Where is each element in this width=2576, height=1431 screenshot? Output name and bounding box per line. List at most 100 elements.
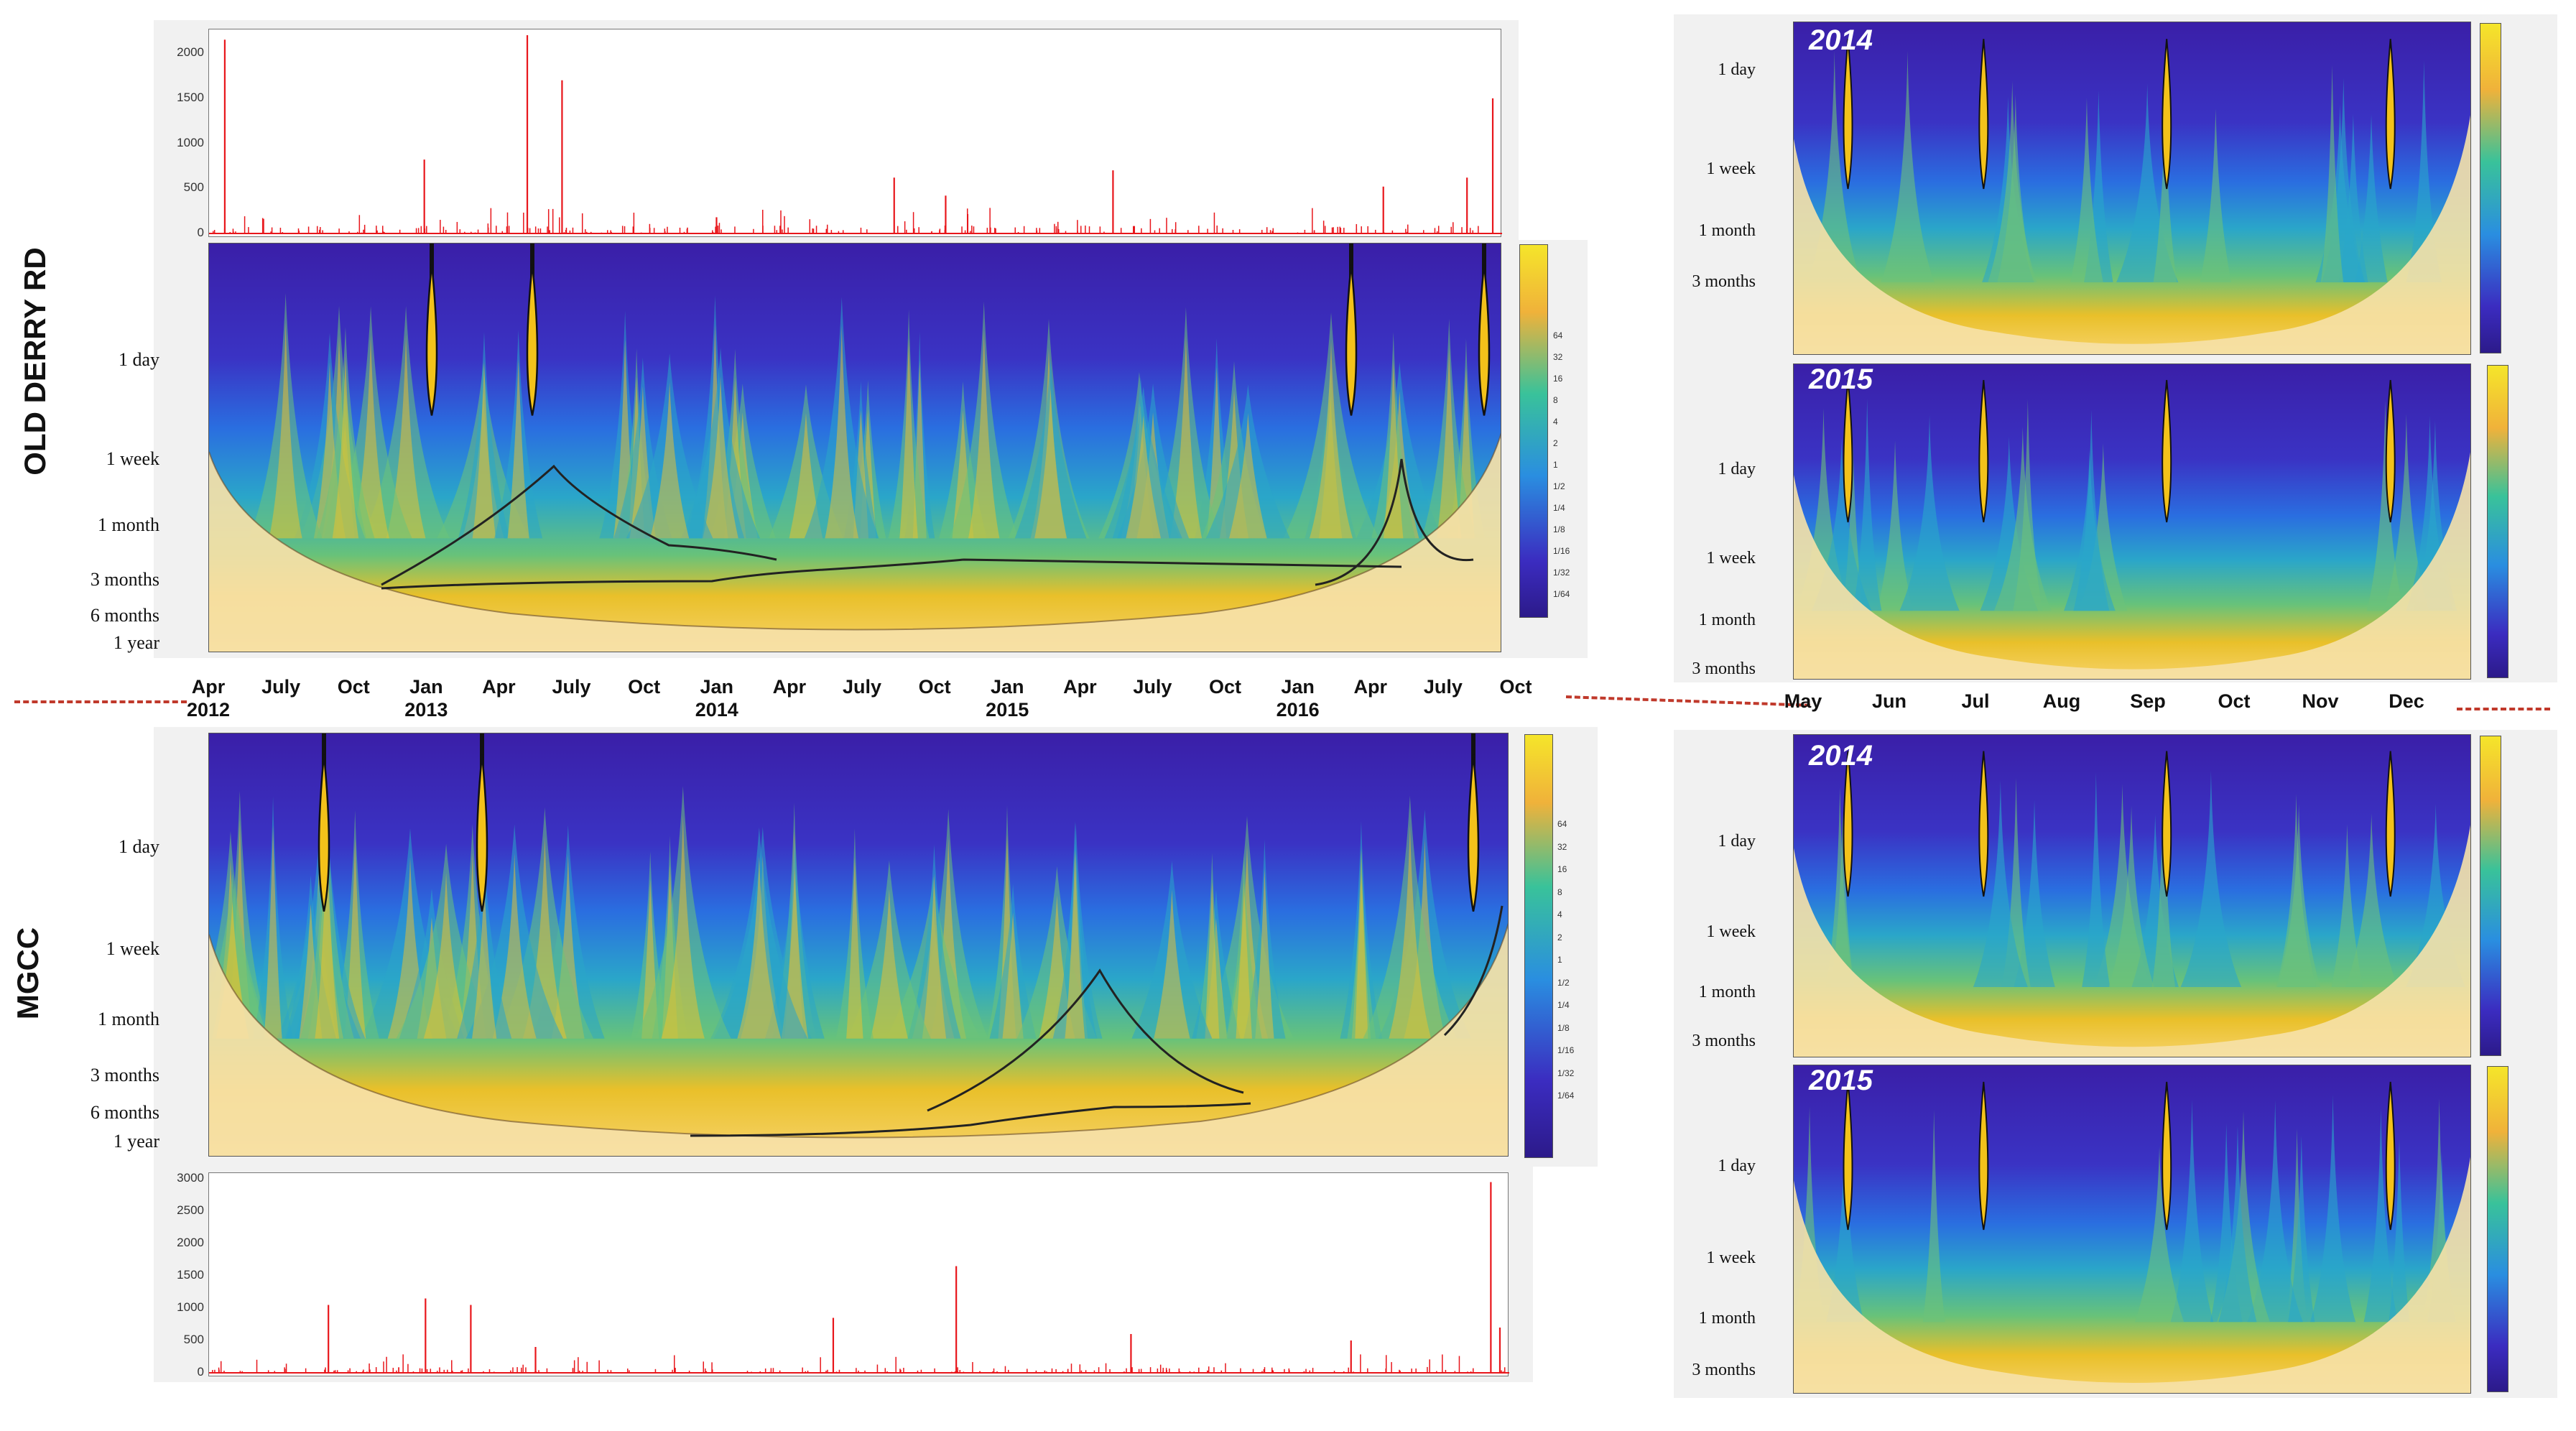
side-bottom-2015-colorbar	[2487, 1066, 2508, 1392]
side-wavelet-plume	[2366, 400, 2404, 611]
main-x-tick-year: 2016	[1276, 699, 1320, 721]
side-significance-contour	[1978, 1081, 1989, 1231]
series-y-tick: 500	[183, 1333, 204, 1346]
main-x-tick: Jan 2013	[397, 675, 455, 721]
main-x-tick-year: 2014	[695, 699, 738, 721]
side-wavelet-plume	[1973, 780, 2028, 987]
bottom-colorbar-ticks: 64 32 16 8 4 2 1 1/2 1/4 1/8 1/16 1/32 1/64	[1557, 819, 1590, 1121]
side-top-2014-ylabels: 1 day 1 week 1 month 3 months	[1631, 22, 1760, 355]
main-x-tick: Oct	[906, 675, 963, 698]
colorbar-tick: 1/16	[1553, 546, 1570, 556]
colorbar-tick: 64	[1557, 819, 1567, 829]
main-x-tick-month: Jan	[1281, 676, 1315, 698]
top-wavelet-ylabels: 1 day 1 week 1 month 3 months 6 months 1 year	[57, 243, 165, 653]
wavelet-power-core	[269, 322, 302, 539]
series-y-tick: 500	[183, 180, 204, 195]
main-x-tick: Oct	[1197, 675, 1254, 698]
side-bottom-2015-svg	[1794, 1065, 2470, 1393]
series-y-tick: 1500	[177, 1268, 204, 1282]
significance-contour	[1478, 264, 1491, 416]
wavelet-power-core	[507, 358, 529, 539]
main-x-axis: Apr 2012 July Oct Jan 2013 Apr July Oct Jan 2014 Ap…	[187, 675, 1532, 733]
period-label: 1 month	[98, 514, 159, 535]
side-wavelet-plume	[2288, 1135, 2315, 1323]
colorbar-tick: 1/8	[1553, 524, 1565, 534]
side-x-axis: May Jun Jul Aug Sep Oct Nov Dec	[1784, 690, 2442, 718]
side-wavelet-plume	[2363, 1108, 2399, 1323]
top-wavelet-svg	[209, 244, 1501, 652]
side-wavelet-plume	[1831, 812, 1855, 987]
side-wavelet-plume	[1826, 1124, 1864, 1323]
cone-of-influence	[1794, 114, 2470, 354]
main-x-tick: July	[543, 675, 601, 698]
side-wavelet-plume	[2180, 770, 2242, 987]
side-wavelet-plume	[1899, 415, 1960, 611]
side-wavelet-plume	[2218, 1125, 2257, 1323]
main-x-tick: Apr	[761, 675, 818, 698]
side-wavelet-plume	[2345, 813, 2398, 987]
main-x-tick-month: Oct	[1209, 676, 1242, 698]
side-wavelet-plume	[2134, 1147, 2184, 1323]
side-wavelet-plume	[1993, 427, 2052, 611]
period-label: 3 months	[1692, 659, 1756, 678]
colorbar-tick: 1/32	[1557, 1068, 1575, 1078]
top-wavelet-plot	[208, 243, 1501, 652]
main-x-tick: Oct	[1487, 675, 1544, 698]
divider-left	[14, 700, 187, 703]
period-label: 3 months	[1692, 1361, 1756, 1379]
wavelet-power-core	[1309, 341, 1353, 539]
main-x-tick-year: 2012	[186, 699, 231, 721]
wavelet-power-core	[649, 381, 690, 539]
series-y-tick: 1000	[177, 135, 204, 149]
period-label: 3 months	[90, 569, 159, 590]
wavelet-power-core	[472, 882, 497, 1039]
wavelet-power-core	[968, 330, 1000, 539]
divider-middle	[1565, 695, 1810, 707]
colorbar-tick: 16	[1557, 864, 1567, 875]
period-label: 1 day	[1718, 1157, 1756, 1175]
significance-contour	[476, 754, 488, 912]
top-colorbar-ticks: 64 32 16 8 4 2 1 1/2 1/4 1/8 1/16 1/32 1/64	[1553, 330, 1585, 618]
side-wavelet-plume	[1997, 94, 2034, 282]
side-bottom-2014-svg	[1794, 735, 2470, 1057]
colorbar-tick: 1/4	[1557, 1000, 1570, 1011]
side-x-tick: Aug	[2042, 690, 2081, 712]
main-x-tick: July	[1123, 675, 1181, 698]
period-label: 6 months	[90, 1102, 159, 1123]
side-wavelet-plume	[2276, 793, 2317, 987]
series-y-tick: 2500	[177, 1203, 204, 1217]
wavelet-power-core	[1229, 413, 1267, 539]
cone-of-influence	[1794, 451, 2470, 679]
colorbar-tick: 1/2	[1553, 481, 1565, 491]
colorbar-tick: 4	[1557, 909, 1562, 920]
side-top-2015-plot	[1793, 363, 2471, 680]
period-label: 1 month	[1698, 221, 1756, 240]
side-significance-contour	[2162, 379, 2172, 523]
main-x-tick-month: Oct	[337, 676, 370, 698]
wavelet-power-core	[703, 376, 738, 539]
side-bottom-2014-year: 2014	[1809, 740, 1873, 772]
colorbar-tick: 1/32	[1553, 568, 1570, 578]
wavelet-power-core	[332, 356, 359, 539]
wavelet-power-core	[492, 853, 537, 1039]
series-y-tick: 2000	[177, 1236, 204, 1249]
top-series-yticks: 0 500 1000 1500 2000	[158, 29, 205, 239]
wavelet-power-core	[344, 838, 366, 1039]
significance-contour	[1467, 754, 1480, 912]
side-x-tick: May	[1784, 690, 1822, 712]
main-x-tick-year: 2015	[986, 699, 1029, 721]
series-y-tick: 1000	[177, 1300, 204, 1314]
period-label: 1 year	[113, 632, 159, 653]
period-label: 1 week	[1706, 159, 1756, 178]
main-x-tick-month: July	[552, 676, 591, 698]
main-x-tick: Apr	[1342, 675, 1399, 698]
side-significance-contour	[1843, 751, 1853, 897]
side-wavelet-plume	[1807, 50, 1862, 282]
wavelet-power-core	[1383, 361, 1404, 539]
wavelet-power-core	[1002, 912, 1024, 1039]
side-significance-contour	[1978, 39, 1989, 190]
significance-contour	[1345, 264, 1358, 416]
main-x-tick-year: 2013	[404, 699, 448, 721]
side-wavelet-background	[1794, 1065, 2470, 1393]
period-label: 1 month	[1698, 1309, 1756, 1328]
